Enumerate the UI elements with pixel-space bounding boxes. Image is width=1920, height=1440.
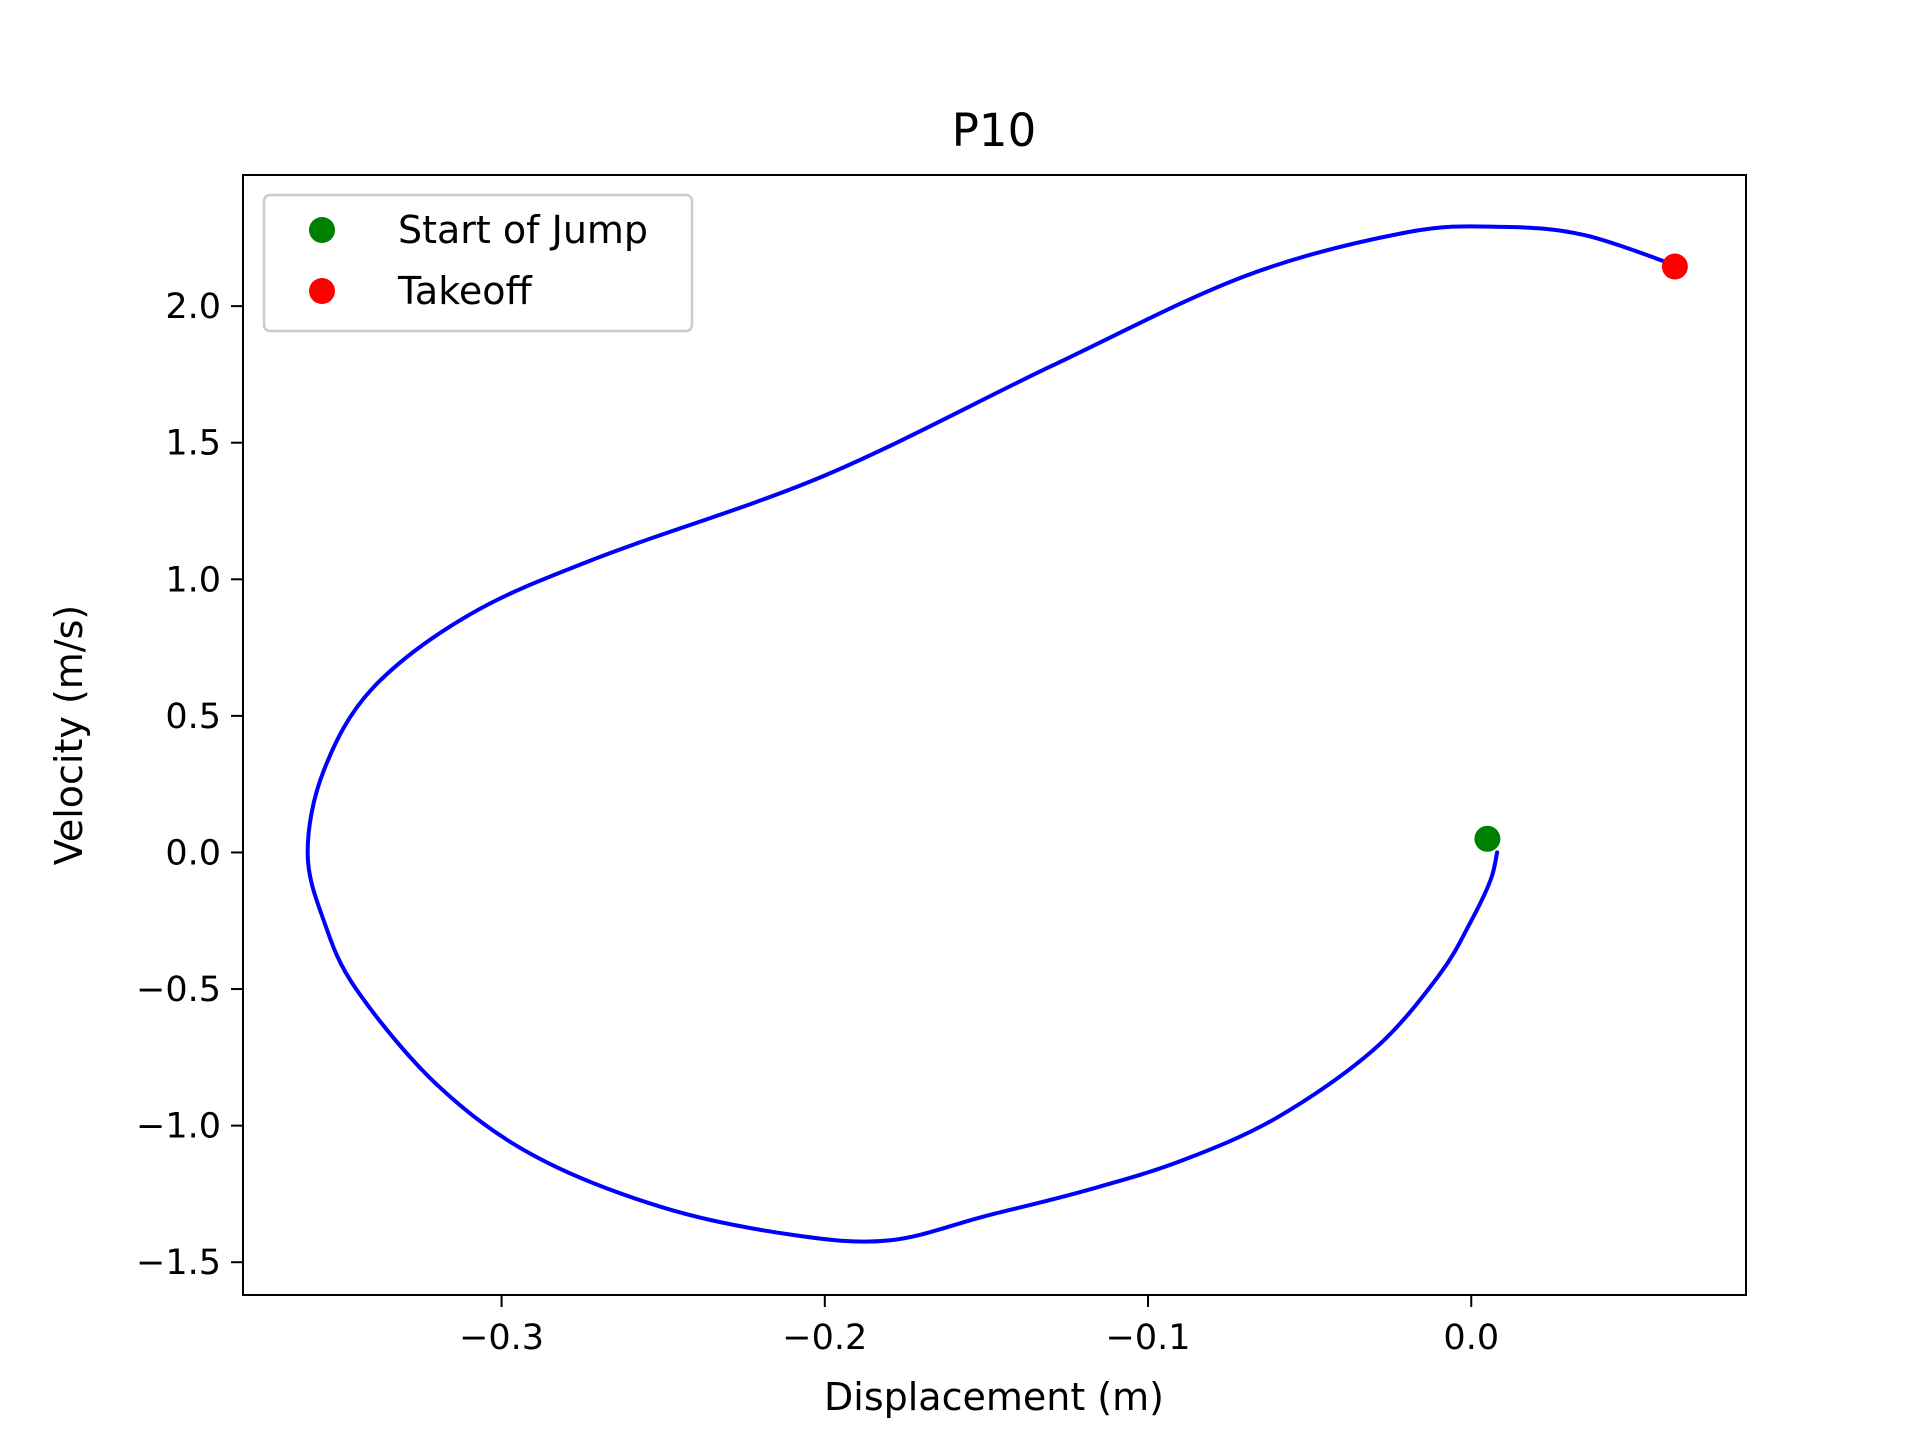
x-axis: −0.3 −0.2 −0.1 0.0 (459, 1295, 1499, 1358)
x-axis-label: Displacement (m) (824, 1375, 1164, 1419)
y-tick-label: −0.5 (136, 970, 221, 1010)
legend: Start of Jump Takeoff (262, 193, 694, 333)
x-tick-label: −0.2 (782, 1318, 867, 1358)
y-tick-label: 2.0 (165, 287, 221, 327)
x-tick-label: −0.3 (459, 1318, 544, 1358)
y-tick-label: 0.5 (165, 697, 221, 737)
legend-label-takeoff: Takeoff (397, 269, 532, 313)
series-line-0 (305, 224, 1677, 1244)
legend-label-start-of-jump: Start of Jump (398, 208, 648, 252)
marker-start-of-jump (1474, 825, 1501, 852)
plot-frame (242, 174, 1747, 1296)
y-tick-label: −1.5 (136, 1243, 221, 1283)
legend-marker-takeoff (309, 278, 335, 304)
y-tick-label: 0.0 (165, 833, 221, 873)
marker-takeoff (1661, 253, 1688, 280)
x-tick-label: −0.1 (1106, 1318, 1191, 1358)
y-tick-label: −1.0 (136, 1107, 221, 1147)
y-tick-label: 1.0 (165, 560, 221, 600)
plot-area (305, 224, 1688, 1244)
x-tick-label: 0.0 (1443, 1318, 1499, 1358)
y-axis: −1.5 −1.0 −0.5 0.0 0.5 1.0 1.5 2.0 (136, 287, 243, 1283)
y-tick-label: 1.5 (165, 424, 221, 464)
chart-title: P10 (952, 104, 1036, 157)
legend-marker-start-of-jump (309, 217, 335, 243)
y-axis-label: Velocity (m/s) (47, 605, 91, 865)
legend-box (262, 193, 694, 333)
